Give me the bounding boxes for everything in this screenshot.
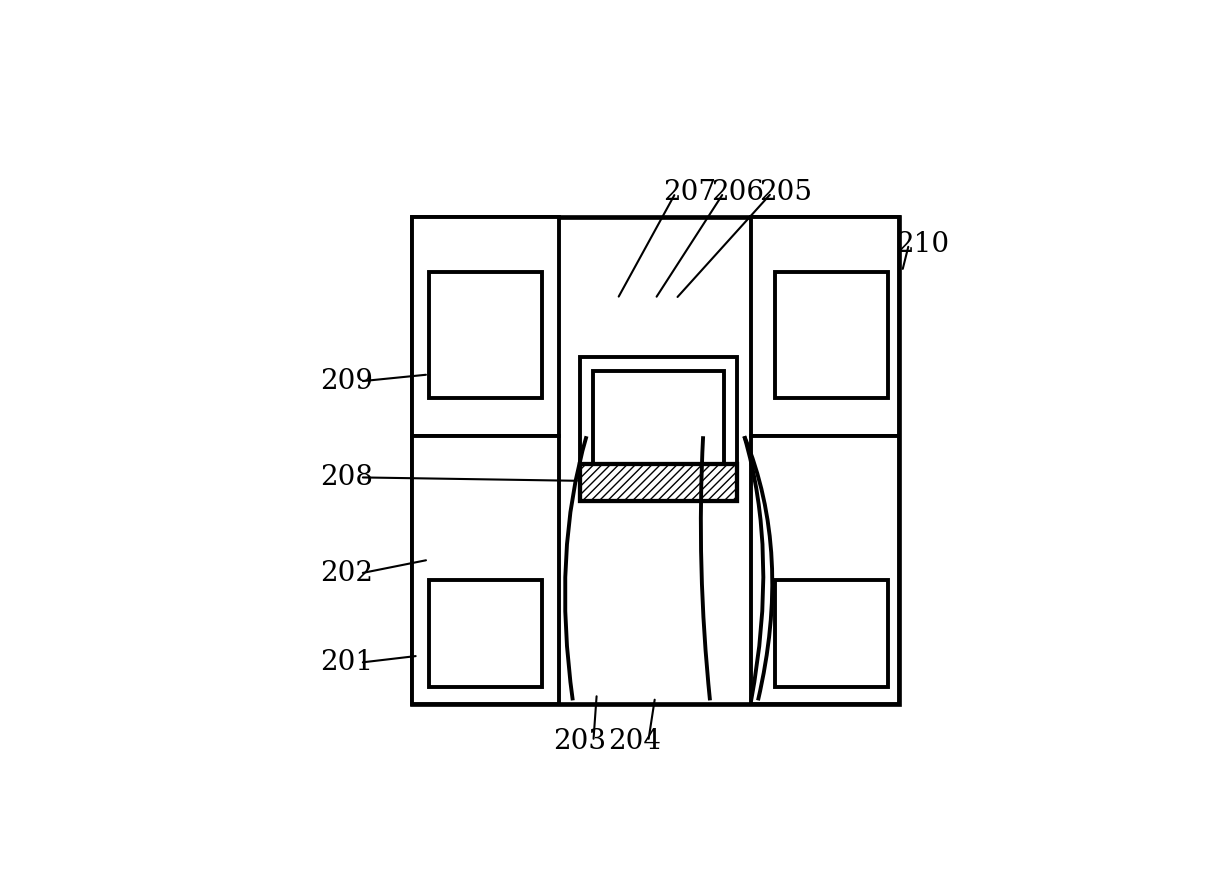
Bar (775, 580, 888, 687)
Bar (412, 217, 559, 437)
Text: 203: 203 (553, 728, 607, 755)
Bar (429, 580, 542, 687)
Text: 201: 201 (320, 650, 373, 676)
Bar (775, 272, 888, 398)
Bar (412, 437, 559, 704)
Text: 202: 202 (320, 560, 373, 587)
Bar (752, 217, 899, 437)
Bar (593, 371, 723, 467)
Text: 206: 206 (711, 179, 764, 206)
Text: 210: 210 (896, 231, 949, 257)
Bar (580, 463, 737, 502)
Bar (752, 437, 899, 704)
Bar (580, 357, 737, 502)
Bar (429, 272, 542, 398)
Text: 208: 208 (320, 464, 373, 491)
Text: 209: 209 (320, 368, 373, 395)
Text: 204: 204 (608, 728, 661, 755)
Text: 205: 205 (759, 179, 812, 206)
Bar (412, 217, 899, 704)
Text: 207: 207 (663, 179, 716, 206)
